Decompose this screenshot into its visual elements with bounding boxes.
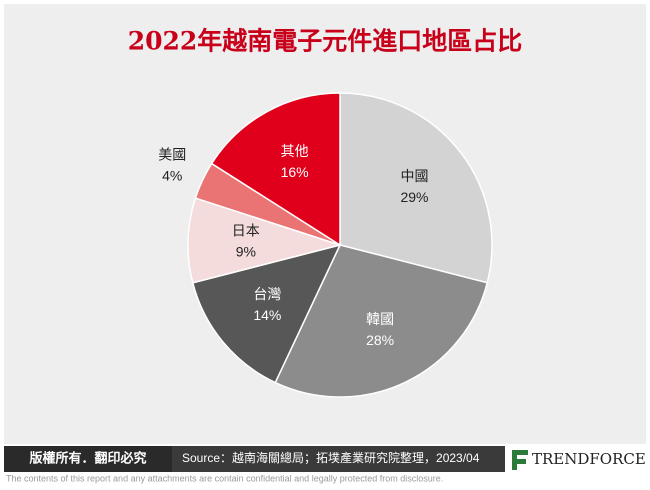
- slice-label: 美國: [158, 147, 186, 163]
- slice-value: 4%: [162, 168, 182, 184]
- logo-icon: [512, 450, 528, 470]
- slice-value: 14%: [253, 307, 281, 323]
- slice-label: 中國: [400, 168, 428, 184]
- copyright: 版權所有．翻印必究: [29, 450, 146, 465]
- source: Source：越南海關總局；拓墣產業研究院整理，2023/04: [182, 450, 480, 465]
- slice-label: 台灣: [253, 286, 281, 302]
- pie-slice: [274, 244, 489, 398]
- pie-slice: [187, 197, 343, 284]
- slice-label: 韓國: [366, 311, 394, 327]
- slice-value: 28%: [366, 332, 394, 348]
- logo: TRENDFORCE: [532, 450, 646, 468]
- pie-slice: [339, 92, 493, 284]
- slice-value: 16%: [281, 164, 309, 180]
- footer-left: [4, 446, 172, 472]
- chart-title: 2022年越南電子元件進口地區占比: [128, 27, 523, 56]
- slice-value: 9%: [236, 244, 256, 260]
- slice-value: 29%: [400, 189, 428, 205]
- logo-box: [505, 446, 646, 472]
- slice-label: 其他: [281, 143, 309, 159]
- disclaimer: The contents of this report and any atta…: [6, 473, 443, 483]
- pie: 中國 29% 韓國 28% 台灣 14% 日本 9% 美國 4% 其他 16%: [158, 92, 493, 398]
- pie-slice: [210, 92, 341, 247]
- pie-slice: [191, 243, 342, 384]
- slice-label: 日本: [232, 223, 260, 239]
